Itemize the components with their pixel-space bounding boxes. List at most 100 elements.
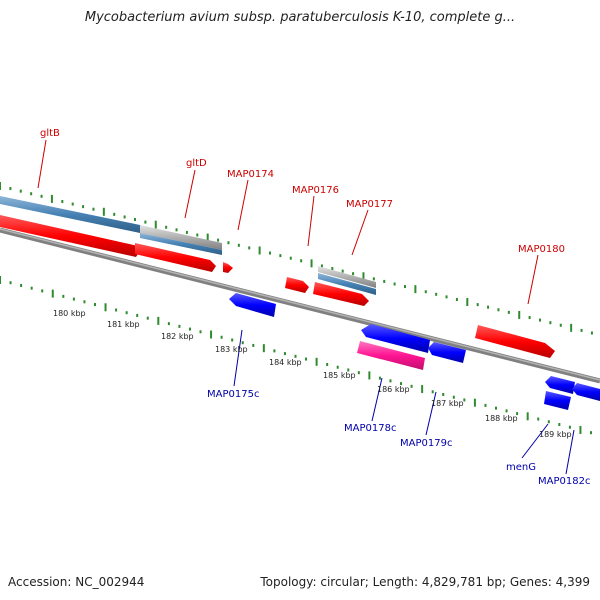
genome-backbone-highlight [0, 228, 600, 381]
reverse-gene-arrow-MAP0179c[interactable] [428, 342, 466, 363]
scale-dot [403, 285, 406, 289]
pseudo-gene-arrow[interactable] [357, 341, 425, 370]
misc-feature-band[interactable] [140, 225, 222, 250]
scale-dot [283, 352, 286, 356]
scale-dot [431, 390, 434, 394]
scale-dot [495, 406, 498, 410]
gene-label-MAP0179c[interactable]: MAP0179c [400, 438, 452, 449]
gene-label-MAP0180[interactable]: MAP0180 [518, 244, 565, 255]
forward-gene-arrow-MAP0180[interactable] [475, 325, 555, 358]
forward-gene-arrow-MAP0176[interactable] [285, 277, 309, 293]
gene-label-MAP0175c[interactable]: MAP0175c [207, 389, 259, 400]
scale-dot [352, 272, 355, 276]
scale-dot [580, 328, 583, 332]
gene-label-gltD[interactable]: gltD [186, 158, 207, 169]
scale-dot [41, 289, 44, 293]
misc-feature-small[interactable] [318, 266, 376, 288]
forward-gene-arrow-gltD[interactable] [135, 243, 216, 272]
scale-dot [167, 322, 170, 326]
scale-dot [410, 384, 413, 388]
gene-label-gltB[interactable]: gltB [40, 128, 60, 139]
kbp-label: 185 kbp [323, 371, 356, 380]
scale-dot [336, 365, 339, 369]
forward-gene-arrow-MAP0174[interactable] [223, 262, 233, 273]
rna-feature-small[interactable] [318, 273, 376, 295]
rna-feature-band-lower[interactable] [140, 233, 222, 255]
upper-tick-track [0, 182, 593, 335]
scale-dot [347, 368, 350, 372]
rna-feature-band[interactable] [0, 196, 140, 233]
forward-leaders [37, 139, 539, 305]
scale-dot [61, 199, 64, 203]
scale-dot [484, 403, 487, 407]
scale-dot [300, 259, 303, 263]
scale-dot [516, 412, 519, 416]
kbp-label: 183 kbp [215, 345, 248, 354]
scale-dot [136, 313, 139, 317]
lower-tick-track [0, 276, 592, 435]
genome-backbone [0, 227, 600, 384]
scale-dot [445, 295, 448, 299]
reverse-gene-arrow-menG[interactable] [545, 376, 575, 394]
gene-label-menG[interactable]: menG [506, 462, 536, 473]
scale-dot [558, 422, 561, 426]
scale-dot [144, 220, 147, 224]
gene-label-MAP0177[interactable]: MAP0177 [346, 199, 393, 210]
reverse-gene-arrow-a[interactable] [572, 383, 600, 401]
reverse-gene-arrow-MAP0182c[interactable] [544, 391, 571, 410]
scale-dot [400, 382, 403, 386]
gene-label-MAP0178c[interactable]: MAP0178c [344, 423, 396, 434]
scale-dot [590, 331, 593, 335]
scale-dot [227, 241, 230, 245]
gene-label-MAP0176[interactable]: MAP0176 [292, 185, 339, 196]
reverse-leaders [233, 329, 575, 475]
scale-dot [559, 323, 562, 327]
scale-dot [217, 238, 220, 242]
scale-dot [305, 357, 308, 361]
forward-gene-arrow-gltB[interactable] [0, 215, 140, 257]
map-title: Mycobacterium avium subsp. paratuberculo… [84, 10, 516, 25]
scale-dot [294, 354, 297, 358]
scale-dot [30, 192, 33, 196]
kbp-label: 188 kbp [485, 414, 518, 423]
scale-dot [9, 281, 12, 285]
scale-dot [372, 277, 375, 281]
gene-label-MAP0182c[interactable]: MAP0182c [538, 476, 590, 487]
scale-dot [383, 279, 386, 283]
scale-dot [113, 212, 116, 216]
reverse-gene-arrow-MAP0178c[interactable] [361, 324, 430, 353]
kbp-label: 189 kbp [539, 430, 572, 439]
scale-dot [537, 417, 540, 421]
scale-dot [252, 343, 255, 347]
scale-dot [175, 228, 178, 232]
scale-dot [71, 202, 74, 206]
kbp-label: 182 kbp [161, 332, 194, 341]
scale-dot [357, 371, 360, 375]
scale-dot [538, 318, 541, 322]
scale-dot [9, 187, 12, 191]
scale-dot [331, 267, 334, 271]
scale-dot [442, 393, 445, 397]
scale-dot [115, 308, 118, 312]
scale-dot [30, 286, 33, 290]
scale-dot [393, 282, 396, 286]
kbp-label: 180 kbp [53, 309, 86, 318]
scale-dot [125, 311, 128, 315]
scale-dot [326, 363, 329, 367]
scale-dot [83, 300, 86, 304]
scale-dot [82, 205, 85, 209]
scale-dot [248, 246, 251, 250]
scale-dot [528, 316, 531, 320]
gene-label-MAP0174[interactable]: MAP0174 [227, 169, 274, 180]
scale-dot [188, 327, 191, 331]
scale-dot [507, 310, 510, 314]
reverse-gene-arrow-MAP0175c[interactable] [229, 293, 276, 317]
scale-dot [435, 292, 438, 296]
scale-dot [547, 420, 550, 424]
scale-dot [487, 305, 490, 309]
scale-dot [146, 316, 149, 320]
scale-dot [19, 189, 22, 193]
forward-gene-arrow-MAP0177[interactable] [313, 282, 369, 306]
accession-text: Accession: NC_002944 [8, 575, 145, 589]
